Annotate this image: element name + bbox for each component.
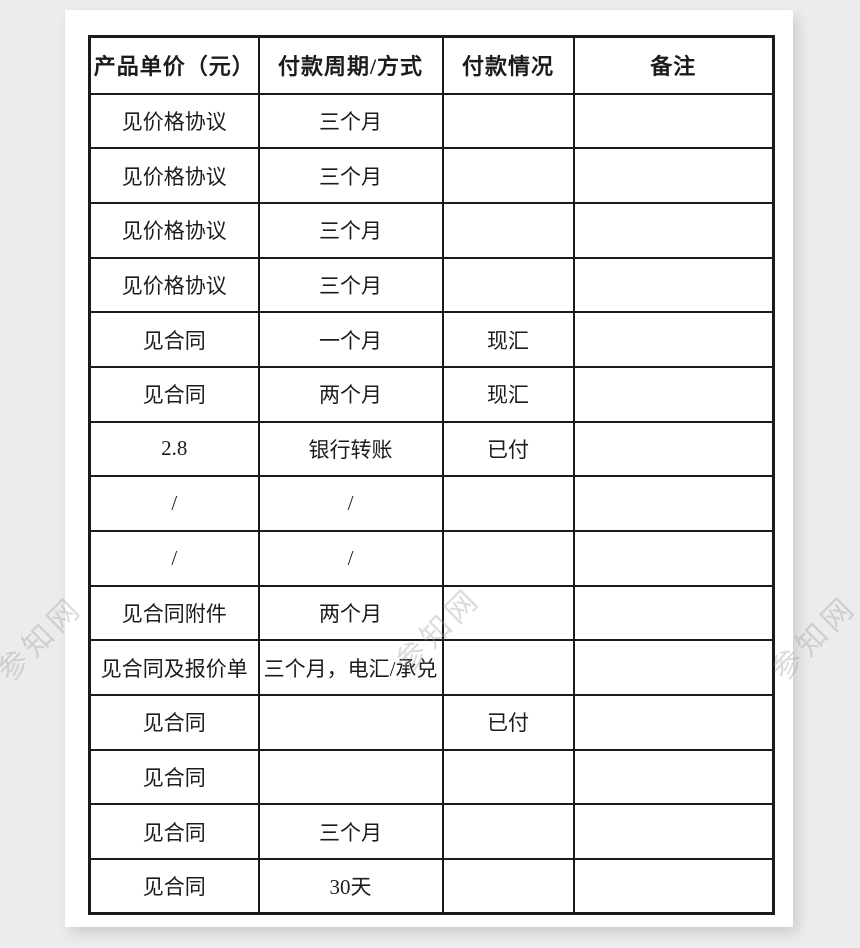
table-cell: 银行转账: [257, 420, 444, 478]
table-cell: 现汇: [441, 365, 575, 423]
table-cell: [441, 584, 575, 642]
header-cell-remarks: 备注: [572, 35, 775, 95]
table-cell: 见合同: [88, 858, 260, 915]
table-cell: 见合同附件: [88, 584, 260, 642]
table-header: 产品单价（元） 付款周期/方式 付款情况 备注: [88, 35, 775, 95]
table-cell: [572, 256, 775, 314]
table-header-row: 产品单价（元） 付款周期/方式 付款情况 备注: [88, 35, 775, 95]
table-cell: [572, 584, 775, 642]
table-cell: 三个月: [257, 256, 444, 314]
table-cell: 两个月: [257, 584, 444, 642]
table-cell: 三个月，电汇/承兑: [257, 639, 444, 697]
table-cell: [572, 92, 775, 150]
table-cell: [572, 420, 775, 478]
table-cell: [572, 201, 775, 259]
table-row: 2.8 银行转账 已付: [88, 420, 775, 478]
table-cell: 见合同: [88, 365, 260, 423]
table-cell: /: [257, 475, 444, 532]
table-cell: [572, 694, 775, 751]
table-cell: 见合同: [88, 748, 260, 806]
header-cell-payment-cycle: 付款周期/方式: [257, 35, 444, 95]
table-cell: 已付: [441, 420, 575, 478]
table-cell: [572, 639, 775, 697]
table-cell: /: [88, 475, 260, 532]
table-cell: 见合同: [88, 694, 260, 751]
header-cell-payment-status: 付款情况: [441, 35, 575, 95]
table-cell: 一个月: [257, 311, 444, 368]
table-cell: 见合同及报价单: [88, 639, 260, 697]
table-cell: [441, 530, 575, 587]
document-page: 产品单价（元） 付款周期/方式 付款情况 备注 见价格协议 三个月 见价格协议 三个月…: [65, 10, 793, 927]
table-cell: [572, 858, 775, 915]
table-row: 见价格协议 三个月: [88, 201, 775, 259]
table-row: 见价格协议 三个月: [88, 256, 775, 314]
table-cell: [441, 858, 575, 915]
table-row: 见合同 一个月 现汇: [88, 311, 775, 368]
table-cell: [572, 365, 775, 423]
table-cell: 见合同: [88, 803, 260, 861]
table-cell: 2.8: [88, 420, 260, 478]
table-cell: [441, 256, 575, 314]
table-cell: 30天: [257, 858, 444, 915]
table-row: 见合同及报价单 三个月，电汇/承兑: [88, 639, 775, 697]
table-cell: 已付: [441, 694, 575, 751]
table-cell: [257, 694, 444, 751]
table-cell: [441, 475, 575, 532]
table-cell: [572, 311, 775, 368]
table-cell: 三个月: [257, 803, 444, 861]
payment-terms-table: 产品单价（元） 付款周期/方式 付款情况 备注 见价格协议 三个月 见价格协议 三个月…: [88, 35, 775, 916]
table-row: 见合同 已付: [88, 694, 775, 751]
table-body: 见价格协议 三个月 见价格协议 三个月 见价格协议 三个月 见价格协议 三个月 见合同 一个月 现汇…: [88, 92, 775, 915]
table-row: / /: [88, 475, 775, 532]
table-cell: 三个月: [257, 92, 444, 150]
table-row: 见价格协议 三个月: [88, 92, 775, 150]
table-cell: 见合同: [88, 311, 260, 368]
table-row: 见合同 30天: [88, 858, 775, 915]
table-row: 见合同 三个月: [88, 803, 775, 861]
table-cell: [572, 147, 775, 204]
table-cell: 见价格协议: [88, 256, 260, 314]
table-cell: [441, 803, 575, 861]
table-cell: 三个月: [257, 201, 444, 259]
table-cell: [441, 639, 575, 697]
table-cell: [572, 748, 775, 806]
table-cell: 见价格协议: [88, 201, 260, 259]
table-row: / /: [88, 530, 775, 587]
table-cell: [572, 803, 775, 861]
table-cell: [441, 92, 575, 150]
table-cell: /: [257, 530, 444, 587]
table-row: 见价格协议 三个月: [88, 147, 775, 204]
table-cell: [441, 748, 575, 806]
table-cell: [257, 748, 444, 806]
table-cell: [572, 530, 775, 587]
table-row: 见合同: [88, 748, 775, 806]
table-cell: 两个月: [257, 365, 444, 423]
table-cell: 见价格协议: [88, 147, 260, 204]
table-cell: [441, 147, 575, 204]
table-row: 见合同 两个月 现汇: [88, 365, 775, 423]
table-row: 见合同附件 两个月: [88, 584, 775, 642]
table-cell: 见价格协议: [88, 92, 260, 150]
table-cell: [441, 201, 575, 259]
header-cell-unit-price: 产品单价（元）: [88, 35, 260, 95]
table-cell: /: [88, 530, 260, 587]
table-cell: [572, 475, 775, 532]
table-cell: 三个月: [257, 147, 444, 204]
table-cell: 现汇: [441, 311, 575, 368]
